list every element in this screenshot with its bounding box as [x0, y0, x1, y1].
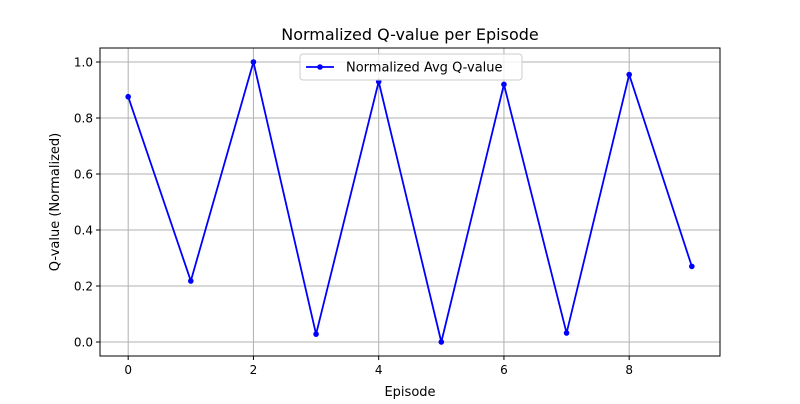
- tick-layer: 0 2 4 6 8 0.0 0.2 0.4 0.6 0.8 1.0: [74, 56, 633, 378]
- data-point: [250, 59, 257, 65]
- data-point: [188, 278, 194, 284]
- legend-label: Normalized Avg Q-value: [346, 61, 503, 76]
- plot-area: [100, 48, 720, 356]
- y-axis-label: Q-value (Normalized): [48, 133, 63, 271]
- x-tick-label: 0: [124, 363, 132, 377]
- series-layer: [125, 59, 695, 345]
- data-point: [501, 81, 507, 88]
- legend-marker-swatch: [317, 64, 323, 70]
- axes-frame: [99, 47, 721, 357]
- data-point: [626, 71, 632, 78]
- y-tick-label: 1.0: [74, 56, 93, 70]
- x-tick-label: 8: [625, 363, 633, 377]
- x-axis-label: Episode: [384, 385, 435, 400]
- x-tick-label: 4: [375, 363, 383, 377]
- y-tick-label: 0.0: [74, 336, 93, 350]
- series-line: [127, 61, 693, 343]
- axes-border: [99, 47, 721, 357]
- data-point: [438, 339, 445, 345]
- legend: Normalized Avg Q-value: [299, 53, 523, 81]
- y-tick-label: 0.2: [74, 280, 93, 294]
- data-point: [125, 93, 131, 100]
- chart-title: Normalized Q-value per Episode: [281, 25, 539, 44]
- y-tick-label: 0.4: [74, 224, 93, 238]
- y-tick-label: 0.8: [74, 112, 93, 126]
- y-tick-label: 0.6: [74, 168, 93, 182]
- x-tick-label: 2: [250, 363, 258, 377]
- data-point: [313, 331, 319, 337]
- legend-box: [299, 53, 523, 81]
- x-tick-label: 6: [500, 363, 508, 377]
- data-point: [563, 330, 570, 336]
- data-point: [689, 263, 695, 270]
